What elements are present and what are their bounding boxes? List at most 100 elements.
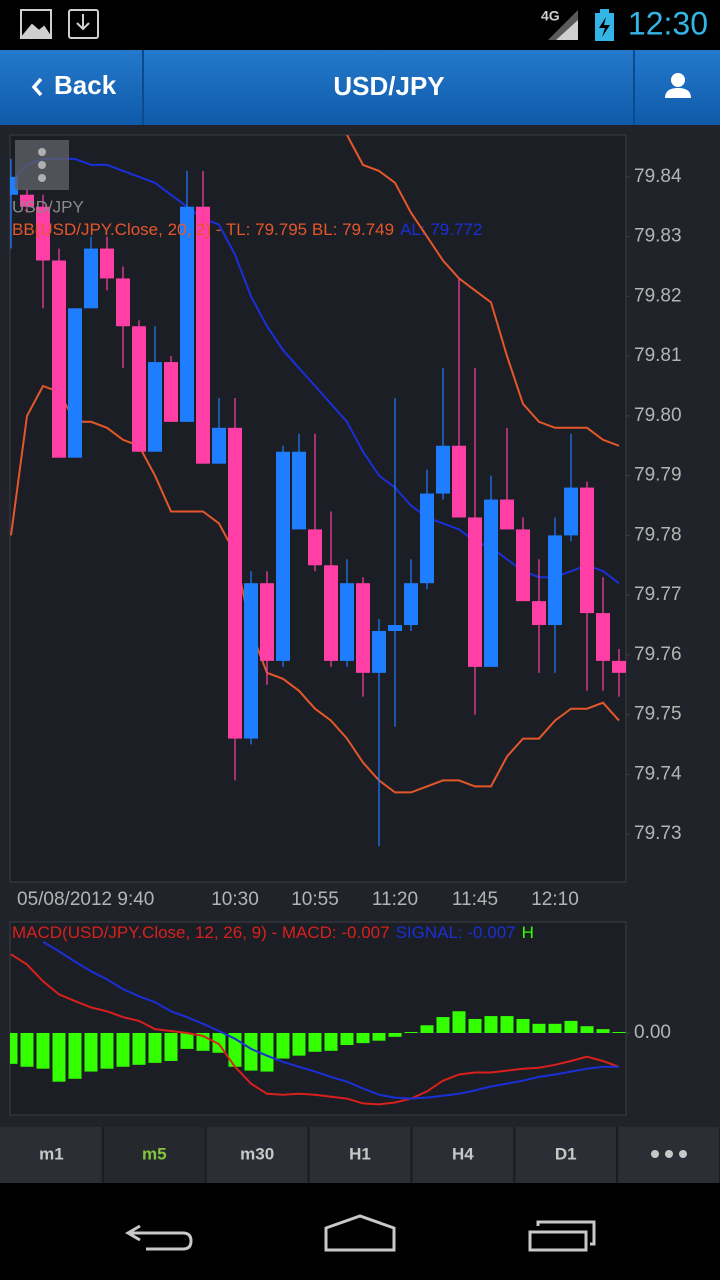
histogram-bar (404, 1032, 418, 1034)
candle-body (52, 260, 66, 458)
candle-body (68, 308, 82, 458)
histogram-bar (10, 1032, 18, 1064)
band-line (10, 384, 620, 794)
histogram-bar (164, 1032, 178, 1061)
candle-body (36, 206, 50, 261)
timeframe-tab[interactable]: m1 (39, 1144, 64, 1163)
nav-icons (125, 1214, 596, 1252)
candle-body (148, 362, 162, 452)
histogram-bar (36, 1032, 50, 1069)
candle-body (324, 565, 338, 661)
more-tab[interactable] (651, 1150, 687, 1158)
x-tick-label: 11:45 (452, 889, 498, 910)
histogram-bar (468, 1018, 482, 1033)
band-line (346, 135, 620, 447)
y-tick-label: 79.79 (634, 465, 682, 486)
x-tick-label: 10:30 (211, 889, 259, 910)
y-tick-label: 79.81 (634, 345, 682, 366)
image-icon (20, 9, 52, 39)
nav-home[interactable] (324, 1214, 396, 1252)
candle-body (180, 206, 194, 422)
histogram-bar (324, 1032, 338, 1051)
histogram-bar (516, 1018, 530, 1033)
battery-cap (600, 9, 609, 14)
back-chevron (31, 77, 43, 97)
nav-back[interactable] (125, 1224, 193, 1251)
candle-body (388, 625, 402, 632)
candle-body (292, 451, 306, 530)
symbol-label: USD/JPY (12, 197, 84, 216)
candle-body (340, 583, 354, 661)
histogram-bar (388, 1032, 402, 1037)
y-tick-label: 79.80 (634, 405, 682, 426)
candle-body (548, 535, 562, 626)
histogram-bar (20, 1032, 34, 1067)
histogram-bar (564, 1020, 578, 1033)
timeframe-tab[interactable]: m30 (240, 1144, 274, 1163)
histogram-bar (292, 1032, 306, 1056)
histogram-bar (452, 1011, 466, 1033)
y-tick-label: 79.76 (634, 644, 682, 665)
candle-body (532, 601, 546, 626)
histogram-bar (308, 1032, 322, 1052)
candle-body (132, 326, 146, 452)
macd-marks (10, 940, 626, 1106)
histogram-bar (500, 1016, 514, 1033)
timeframe-tab[interactable]: m5 (142, 1144, 167, 1163)
y-tick-label: 79.74 (634, 763, 682, 784)
header (0, 50, 720, 125)
axes: 79.84 79.83 79.82 79.81 79.80 79.79 79.78 79.77… (17, 166, 682, 1043)
account-body (665, 88, 691, 98)
more-dot (665, 1150, 673, 1158)
macd-line (10, 953, 620, 1106)
chart-menu-button[interactable] (15, 140, 69, 190)
candle-body (452, 445, 466, 518)
menu-dot (38, 174, 46, 182)
bb-legend: BB(USD/JPY.Close, 20, 2) - TL: 79.795 BL… (12, 220, 482, 239)
macd-legend-title: MACD(USD/JPY.Close, 12, 26, 9) - MACD: -… (12, 923, 390, 942)
candle-body (564, 487, 578, 536)
menu-dot (38, 148, 46, 156)
histogram-bar (116, 1032, 130, 1067)
candle-body (612, 660, 626, 673)
histogram-bar (372, 1032, 386, 1041)
candle-body (260, 583, 274, 661)
timeframe-tab[interactable]: H4 (452, 1144, 474, 1163)
account-head (671, 73, 685, 87)
candle-body (228, 427, 242, 739)
candle-body (244, 583, 258, 739)
candle-body (116, 278, 130, 327)
back-button[interactable]: Back (31, 70, 117, 100)
account-button[interactable] (665, 73, 691, 98)
menu-dot (38, 161, 46, 169)
candle-body (20, 194, 34, 207)
histogram-bar (596, 1029, 610, 1033)
macd-legend-signal: SIGNAL: -0.007 (396, 923, 516, 942)
candle-body (372, 631, 386, 673)
clock: 12:30 (628, 5, 708, 41)
macd-legend: MACD(USD/JPY.Close, 12, 26, 9) - MACD: -… (12, 923, 534, 942)
y-tick-label: 79.78 (634, 524, 682, 545)
x-tick-label: 05/08/2012 9:40 (17, 889, 154, 910)
candle-body (420, 493, 434, 584)
more-dot (679, 1150, 687, 1158)
candle-body (164, 362, 178, 422)
timeframe-tabs: m1 m5 m30 H1 H4 D1 (39, 1127, 720, 1183)
histogram-bar (148, 1032, 162, 1063)
y-tick-label: 79.73 (634, 823, 682, 844)
histogram-bar (580, 1026, 594, 1033)
download-arrow (76, 14, 90, 31)
candle-body (100, 248, 114, 279)
y-tick-label: 79.77 (634, 584, 682, 605)
network-type: 4G (541, 8, 560, 24)
candle-body (196, 206, 210, 464)
candle-body (516, 529, 530, 602)
nav-recents[interactable] (528, 1220, 596, 1252)
nav-bar (0, 1183, 720, 1280)
candle-body (276, 451, 290, 661)
timeframe-tab[interactable]: D1 (555, 1144, 577, 1163)
timeframe-tab[interactable]: H1 (349, 1144, 371, 1163)
signal-level (556, 20, 578, 40)
bb-legend-average: AL: 79.772 (400, 220, 482, 239)
